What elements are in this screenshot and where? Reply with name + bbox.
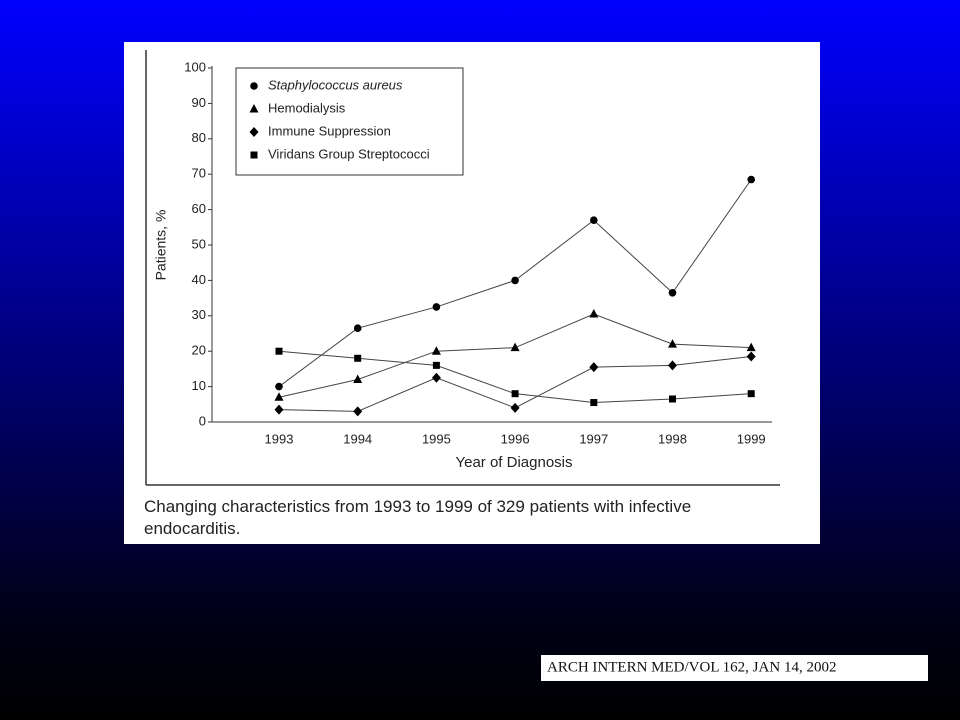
legend-box: [235, 67, 464, 176]
data-point: [275, 347, 283, 355]
x-axis-label: Year of Diagnosis: [455, 454, 572, 471]
data-point: [589, 309, 599, 318]
data-point: [590, 399, 598, 407]
data-point: [511, 276, 519, 285]
data-point: [274, 404, 284, 415]
data-point: [668, 360, 677, 371]
y-tick-label: 10: [192, 378, 206, 393]
legend-marker: [249, 127, 259, 137]
data-point: [353, 406, 363, 417]
y-tick-label: 70: [192, 166, 206, 181]
y-tick-label: 80: [192, 130, 206, 145]
data-point: [432, 303, 441, 311]
citation: ARCH INTERN MED/VOL 162, JAN 14, 2002: [547, 659, 836, 675]
legend-text: Immune Suppression: [268, 123, 391, 138]
data-point: [746, 342, 756, 352]
data-point: [510, 402, 520, 413]
y-tick-label: 20: [192, 343, 206, 358]
data-point: [274, 392, 284, 401]
data-point: [432, 361, 440, 369]
y-tick-label: 40: [192, 272, 206, 287]
y-axis-label: Patients, %: [153, 210, 169, 281]
legend-text: Staphylococcus aureus: [268, 77, 403, 92]
y-tick-label: 50: [192, 236, 206, 251]
y-tick-label: 100: [184, 59, 206, 74]
y-tick-label: 0: [199, 413, 206, 428]
y-tick-label: 90: [192, 95, 206, 110]
citation-box: [541, 655, 928, 681]
y-tick-label: 60: [192, 201, 206, 216]
data-point: [353, 374, 363, 384]
x-tick-label: 1998: [658, 431, 687, 446]
data-point: [511, 390, 519, 398]
data-point: [354, 354, 362, 362]
y-tick-label: 30: [192, 307, 206, 322]
data-point: [510, 342, 520, 352]
legend-text: Hemodialysis: [268, 100, 346, 115]
caption: Changing characteristics from 1993 to 19…: [144, 497, 692, 538]
legend-text: Viridans Group Streptococci: [268, 146, 430, 161]
x-tick-label: 1997: [579, 431, 608, 446]
data-point: [353, 324, 362, 332]
x-tick-label: 1996: [501, 431, 530, 446]
legend-marker: [250, 82, 258, 90]
data-point: [746, 351, 756, 362]
x-tick-label: 1994: [343, 431, 372, 446]
legend-marker: [249, 104, 259, 113]
x-tick-label: 1995: [422, 431, 451, 446]
data-point: [669, 395, 676, 403]
data-point: [590, 216, 598, 225]
data-point: [431, 372, 441, 383]
x-tick-label: 1993: [265, 431, 294, 446]
data-point: [431, 346, 441, 355]
x-tick-label: 1999: [737, 431, 766, 446]
data-point: [668, 339, 677, 348]
data-point: [275, 382, 283, 391]
legend-marker: [250, 151, 258, 159]
data-point: [668, 288, 677, 297]
data-point: [747, 175, 755, 184]
data-point: [589, 362, 599, 373]
data-point: [747, 390, 755, 398]
